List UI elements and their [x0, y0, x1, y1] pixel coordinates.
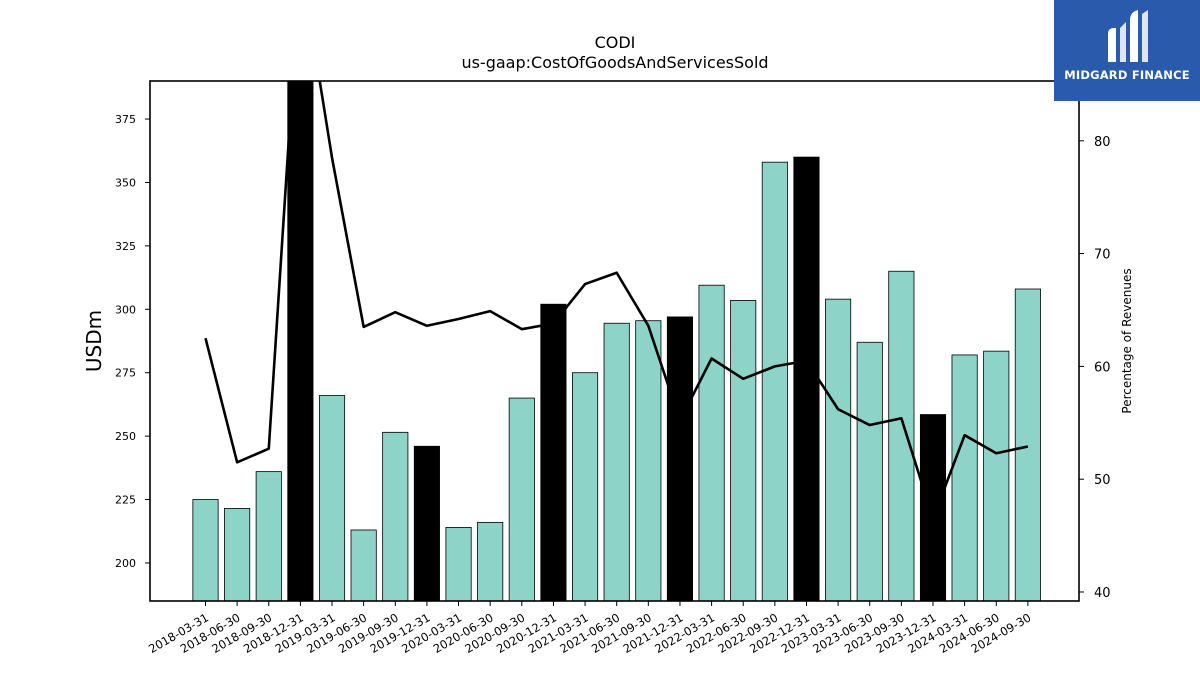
left-axis: 200 225 250 275 300 325 350 375 — [115, 113, 150, 570]
bar-2018-12-31 — [287, 81, 314, 601]
bar-2023-12-31 — [919, 414, 947, 601]
percentage-line — [204, 81, 1029, 520]
bar-2018-09-30 — [255, 471, 282, 601]
bar-2021-09-30 — [635, 320, 662, 601]
bar-2018-03-31 — [192, 499, 219, 601]
y-tick-label: 375 — [115, 113, 136, 126]
y-tick-label: 200 — [115, 557, 136, 570]
y-tick-label: 225 — [115, 494, 136, 507]
logo-text: MIDGARD FINANCE — [1064, 68, 1190, 82]
bar-2021-12-31 — [666, 316, 693, 601]
bar-2019-09-30 — [382, 431, 409, 601]
y-tick-label: 300 — [115, 303, 136, 316]
y2-axis-label: Percentage of Revenues — [1120, 268, 1134, 413]
x-axis: 2018-03-312018-06-302018-09-302018-12-31… — [146, 601, 1033, 656]
bar-2018-06-30 — [224, 508, 251, 601]
chart-title: CODI — [595, 33, 636, 52]
plot-frame — [149, 80, 1080, 602]
bar-2024-03-31 — [951, 354, 978, 601]
bar-2022-12-31 — [793, 156, 820, 601]
y-tick-label: 250 — [115, 430, 136, 443]
bar-2024-06-30 — [983, 350, 1010, 601]
bar-series — [192, 81, 1041, 601]
y2-tick-label: 70 — [1094, 248, 1111, 263]
y2-tick-label: 40 — [1094, 586, 1111, 601]
y-tick-label: 350 — [115, 176, 136, 189]
y-tick-label: 325 — [115, 240, 136, 253]
right-axis: 40 50 60 70 80 — [1079, 135, 1111, 601]
bar-2024-09-30 — [1014, 288, 1041, 601]
bar-2021-06-30 — [603, 322, 630, 601]
bar-2020-03-31 — [445, 527, 472, 601]
brand-logo: MIDGARD FINANCE — [1054, 0, 1200, 101]
bar-2021-03-31 — [572, 372, 599, 601]
y-axis-label: USDm — [82, 310, 106, 372]
bar-2022-03-31 — [698, 284, 725, 601]
bar-2020-09-30 — [508, 397, 535, 601]
bar-2023-09-30 — [888, 270, 915, 601]
bar-2023-06-30 — [856, 341, 883, 601]
bar-2022-06-30 — [730, 300, 757, 601]
bar-2022-09-30 — [761, 161, 788, 601]
bar-2019-03-31 — [318, 395, 346, 601]
bar-2020-12-31 — [540, 303, 567, 601]
bar-2019-06-30 — [350, 529, 377, 601]
chart-subtitle: us-gaap:CostOfGoodsAndServicesSold — [461, 53, 768, 72]
y2-tick-label: 50 — [1094, 473, 1111, 488]
y2-tick-label: 60 — [1094, 360, 1111, 375]
y2-tick-label: 80 — [1094, 135, 1111, 150]
bar-2020-06-30 — [477, 521, 504, 601]
logo-mark-icon — [1108, 10, 1148, 62]
bar-2019-12-31 — [413, 445, 440, 601]
line-series — [204, 81, 1029, 520]
bar-2023-03-31 — [825, 298, 852, 601]
y-tick-label: 275 — [115, 367, 136, 380]
